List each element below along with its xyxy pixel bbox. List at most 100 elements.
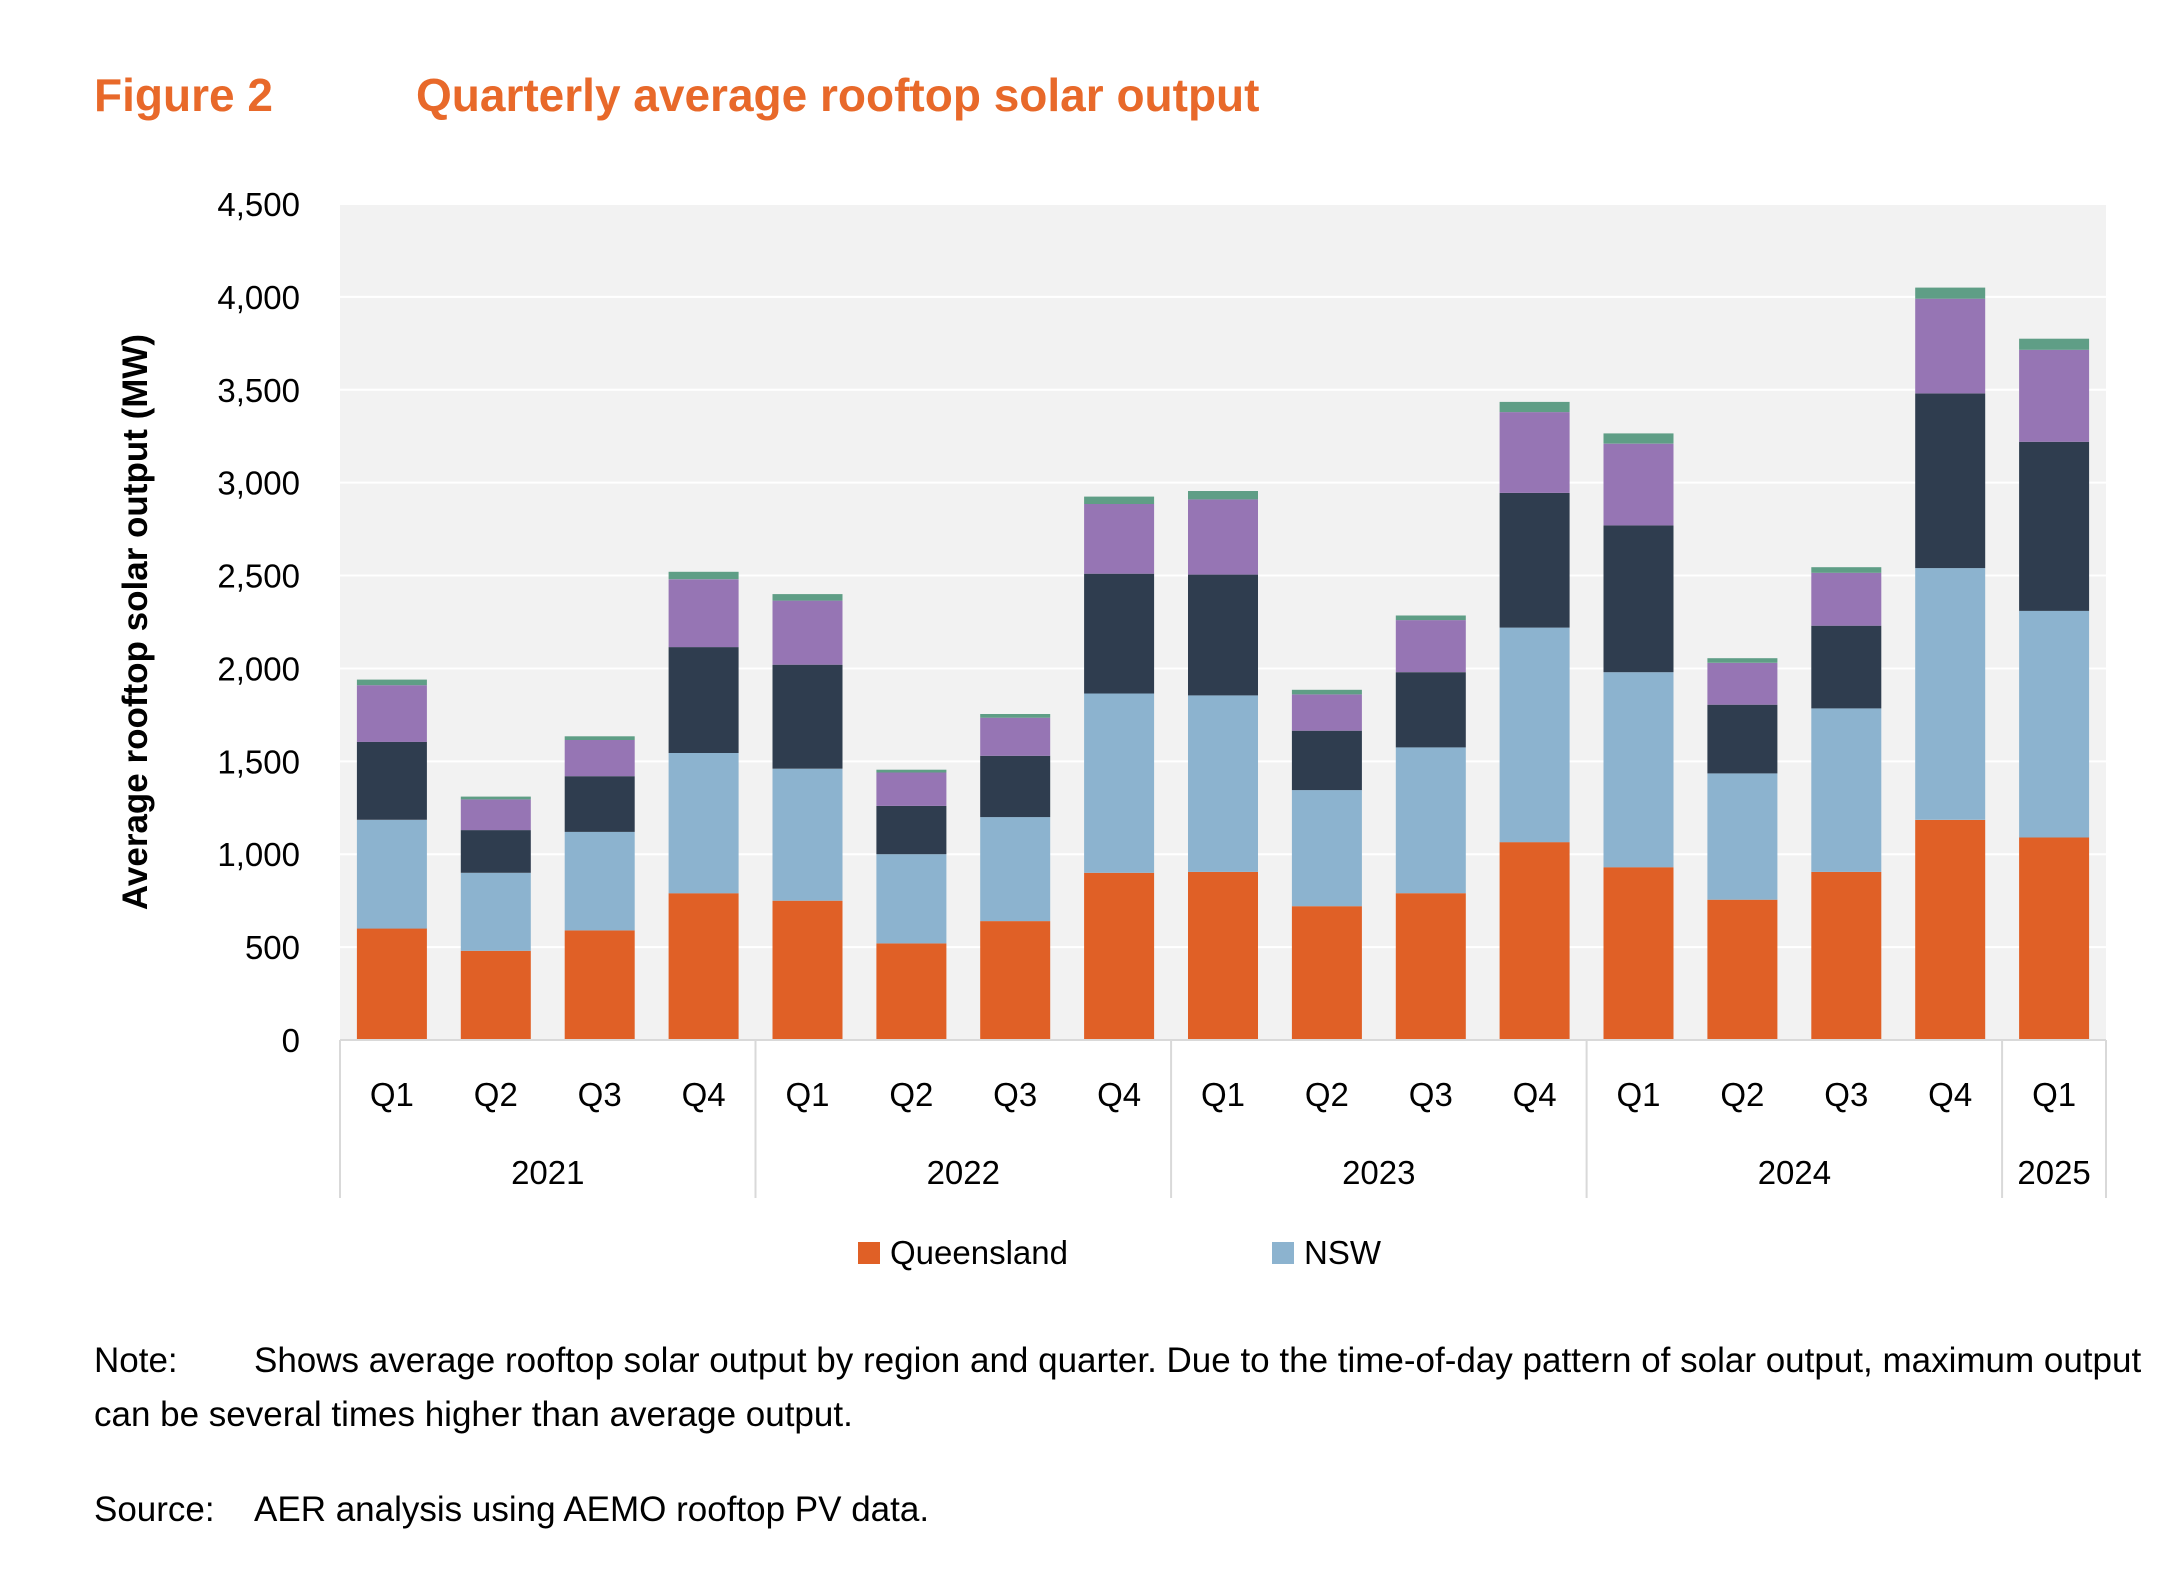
bar-segment-queensland <box>1707 899 1778 1040</box>
bar-segment-series-5 <box>1499 401 1570 413</box>
bar-segment-queensland <box>1188 871 1258 1040</box>
stacked-bar-chart: 0 500 1,000 1,500 2,000 2,500 3,000 3,500 4,000 4… <box>116 186 2107 1271</box>
bar-segment-series-3 <box>564 776 635 832</box>
x-tick-label: Q2 <box>474 1076 518 1113</box>
x-tick-label: Q4 <box>1513 1076 1557 1113</box>
x-group-label: 2025 <box>2017 1154 2090 1191</box>
bar-segment-nsw <box>1188 695 1258 872</box>
bar-segment-nsw <box>564 831 635 931</box>
bar-segment-series-3 <box>1915 393 1986 569</box>
bar-segment-series-5 <box>772 594 843 601</box>
bar-segment-queensland <box>980 921 1051 1040</box>
x-group-label: 2024 <box>1758 1154 1831 1191</box>
note-label: Note: <box>94 1341 178 1380</box>
legend-swatch <box>1272 1242 1294 1264</box>
x-group-label: 2021 <box>511 1154 584 1191</box>
bar-segment-series-3 <box>1395 672 1466 748</box>
y-tick-label: 0 <box>282 1022 300 1059</box>
x-tick-label: Q1 <box>2032 1076 2076 1113</box>
bar-segment-queensland <box>1915 819 1986 1040</box>
bar-segment-nsw <box>1707 773 1778 900</box>
bar-segment-nsw <box>668 753 739 894</box>
bar-segment-series-5 <box>1291 689 1362 695</box>
bar-segment-series-3 <box>460 830 531 873</box>
bar-segment-queensland <box>1084 872 1155 1040</box>
legend: Queensland NSW <box>858 1234 1382 1271</box>
source-text: AER analysis using AEMO rooftop PV data. <box>254 1490 930 1529</box>
bar-segment-nsw <box>1811 708 1882 872</box>
bar-segment-queensland <box>564 930 635 1040</box>
bar-segment-nsw <box>460 872 531 951</box>
bar-segment-queensland <box>356 928 427 1040</box>
y-tick-label: 500 <box>245 929 300 966</box>
bar-segment-series-4 <box>772 600 843 665</box>
bar-segment-nsw <box>1915 568 1986 820</box>
x-tick-label: Q4 <box>1928 1076 1972 1113</box>
bar-segment-series-4 <box>1707 662 1778 705</box>
y-tick-label: 2,500 <box>217 558 300 595</box>
bar-segment-nsw <box>980 817 1051 922</box>
legend-swatch <box>858 1242 880 1264</box>
note-text: Shows average rooftop solar output by re… <box>94 1341 2142 1434</box>
bar-segment-series-5 <box>1188 491 1258 500</box>
y-tick-label: 4,500 <box>217 186 300 223</box>
x-group-label: 2023 <box>1342 1154 1415 1191</box>
bar-segment-series-3 <box>1707 704 1778 774</box>
x-tick-label: Q1 <box>370 1076 414 1113</box>
bar-segment-series-4 <box>564 740 635 777</box>
legend-label: NSW <box>1304 1234 1382 1271</box>
bar-segment-series-3 <box>2019 441 2090 611</box>
bars <box>356 287 2090 1040</box>
bar-segment-series-4 <box>1188 499 1258 575</box>
bar-segment-series-3 <box>1084 573 1155 694</box>
x-axis: Q1 Q2 Q3 Q4 Q1 Q2 Q3 Q4 Q1 Q2 Q3 Q4 Q1 Q2 Q3 Q4 Q1 2021 20… <box>339 1039 2107 1198</box>
x-group-label: 2022 <box>927 1154 1000 1191</box>
bar-segment-series-3 <box>1499 492 1570 628</box>
x-tick-label: Q1 <box>1201 1076 1245 1113</box>
bar-segment-series-4 <box>2019 349 2090 442</box>
bar-segment-series-5 <box>1811 567 1882 573</box>
y-tick-label: 4,000 <box>217 279 300 316</box>
bar-segment-queensland <box>1499 842 1570 1040</box>
bar-segment-series-4 <box>356 685 427 742</box>
bar-segment-series-4 <box>1603 443 1674 526</box>
bar-segment-series-3 <box>876 805 947 855</box>
bar-segment-series-4 <box>668 579 739 648</box>
bar-segment-series-3 <box>1291 730 1362 791</box>
bar-segment-series-5 <box>460 796 531 800</box>
bar-segment-series-3 <box>668 647 739 753</box>
bar-segment-nsw <box>1499 627 1570 843</box>
bar-segment-queensland <box>772 900 843 1040</box>
bar-segment-queensland <box>1603 867 1674 1040</box>
bar-segment-series-5 <box>668 571 739 580</box>
bar-segment-queensland <box>2019 837 2090 1040</box>
bar-segment-series-4 <box>1811 572 1882 626</box>
bar-segment-series-4 <box>1915 298 1986 394</box>
bar-segment-series-4 <box>980 717 1051 756</box>
y-axis-label: Average rooftop solar output (MW) <box>116 334 155 910</box>
x-tick-label: Q1 <box>1616 1076 1660 1113</box>
bar-segment-series-4 <box>1291 694 1362 731</box>
bar-segment-series-5 <box>876 769 947 773</box>
bar-segment-series-4 <box>1395 620 1466 673</box>
legend-label: Queensland <box>890 1234 1068 1271</box>
y-tick-label: 1,000 <box>217 836 300 873</box>
bar-segment-series-5 <box>1707 658 1778 663</box>
x-tick-label: Q3 <box>1824 1076 1868 1113</box>
figure-title-text: Quarterly average rooftop solar output <box>416 69 1260 121</box>
bar-segment-queensland <box>876 943 947 1040</box>
bar-segment-queensland <box>1811 871 1882 1040</box>
bar-segment-series-4 <box>876 772 947 806</box>
bar-segment-nsw <box>772 768 843 901</box>
bar-segment-series-3 <box>1811 625 1882 709</box>
bar-segment-series-3 <box>772 664 843 769</box>
x-tick-label: Q3 <box>578 1076 622 1113</box>
bar-segment-nsw <box>876 854 947 944</box>
bar-segment-series-5 <box>2019 338 2090 350</box>
bar-segment-series-5 <box>1603 433 1674 444</box>
bar-segment-series-3 <box>980 755 1051 818</box>
source-label: Source: <box>94 1490 215 1529</box>
x-tick-label: Q2 <box>889 1076 933 1113</box>
bar-segment-nsw <box>1291 790 1362 907</box>
bar-segment-nsw <box>356 819 427 929</box>
